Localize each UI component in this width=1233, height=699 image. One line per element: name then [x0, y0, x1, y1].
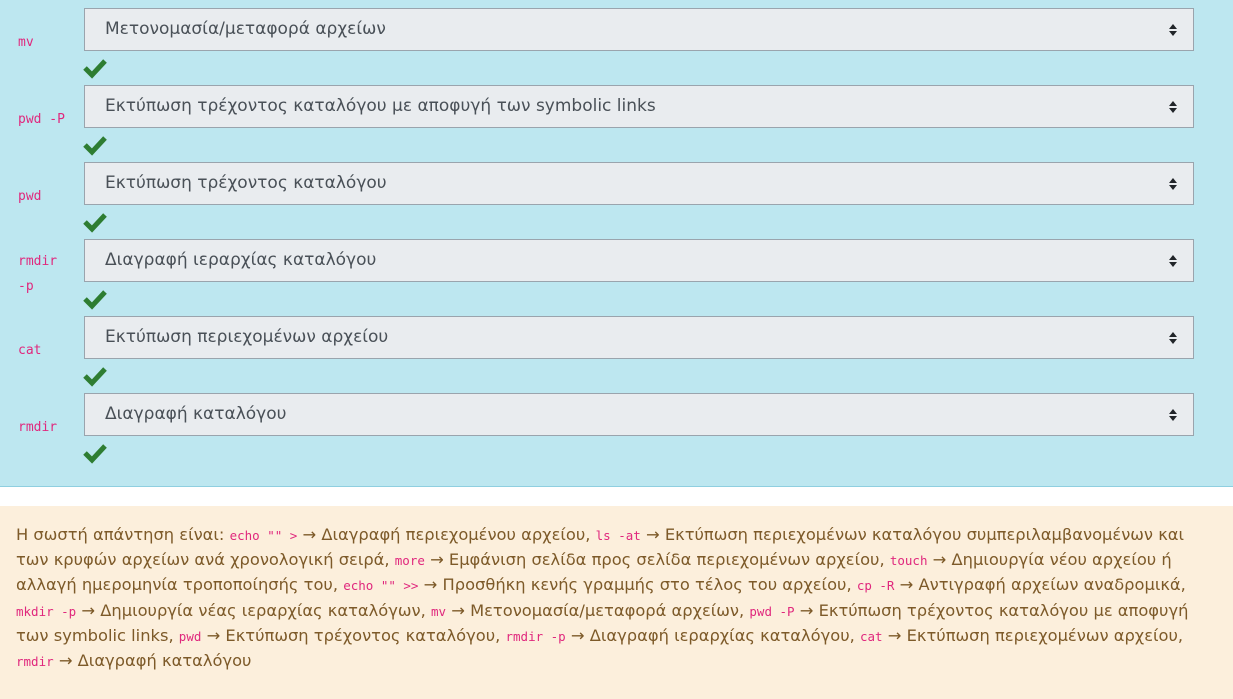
- arrow-icon: →: [430, 550, 444, 570]
- feedback-meaning: Εκτύπωση περιεχομένων αρχείου: [906, 625, 1178, 645]
- check-icon: [83, 213, 107, 233]
- command-label: pwd -P: [18, 112, 65, 127]
- answer-row: pwd Εκτύπωση τρέχοντος καταλόγου: [0, 162, 1233, 239]
- command-label: rmdir: [18, 420, 58, 435]
- command-label: rmdir -p: [18, 254, 58, 294]
- sort-arrows-icon: [1169, 255, 1177, 267]
- arrow-icon: →: [206, 625, 221, 645]
- separator: ,: [585, 525, 596, 544]
- arrow-icon: →: [451, 600, 465, 620]
- arrow-icon: →: [899, 575, 914, 595]
- select-value: Διαγραφή ιεραρχίας καταλόγου: [105, 250, 377, 270]
- sort-arrows-icon: [1169, 409, 1177, 421]
- select-value: Εκτύπωση περιεχομένων αρχείου: [105, 327, 389, 347]
- feedback-command: ls -at: [595, 528, 641, 543]
- feedback-meaning: Εκτύπωση περιεχομένων καταλόγου συμπεριλ…: [16, 525, 1185, 570]
- feedback-meaning: Δημιουργία νέου αρχείου ή αλλαγή ημερομη…: [16, 550, 1172, 595]
- feedback-intro: Η σωστή απάντηση είναι:: [16, 525, 230, 544]
- question-panel: mv Μετονομασία/μεταφορά αρχείων pwd -P Ε…: [0, 0, 1233, 487]
- separator: ,: [420, 600, 431, 620]
- select-value: Μετονομασία/μεταφορά αρχείων: [105, 19, 386, 39]
- arrow-icon: →: [645, 525, 660, 544]
- answer-row: rmdir -p Διαγραφή ιεραρχίας καταλόγου: [0, 239, 1233, 316]
- feedback-meaning: Δημιουργία νέας ιεραρχίας καταλόγων: [100, 600, 421, 620]
- answer-row: pwd -P Εκτύπωση τρέχοντος καταλόγου με α…: [0, 85, 1233, 162]
- answer-select[interactable]: Εκτύπωση τρέχοντος καταλόγου: [84, 162, 1194, 205]
- answer-row: mv Μετονομασία/μεταφορά αρχείων: [0, 8, 1233, 85]
- arrow-icon: →: [302, 525, 317, 544]
- arrow-icon: →: [570, 625, 585, 645]
- command-label: mv: [18, 35, 34, 50]
- answer-row: rmdir Διαγραφή καταλόγου: [0, 393, 1233, 470]
- feedback-command: echo "" >: [229, 528, 298, 543]
- feedback-meaning: Εμφάνιση σελίδα προς σελίδα περιεχομένων…: [448, 550, 880, 570]
- feedback-command: echo "" >>: [343, 578, 419, 594]
- arrow-icon: →: [58, 651, 73, 671]
- feedback-command: pwd -P: [749, 603, 795, 619]
- arrow-icon: →: [423, 575, 438, 595]
- arrow-icon: →: [799, 600, 814, 620]
- separator: ,: [846, 575, 857, 595]
- feedback-command: pwd: [178, 628, 202, 644]
- answer-select[interactable]: Εκτύπωση περιεχομένων αρχείου: [84, 316, 1194, 359]
- select-value: Εκτύπωση τρέχοντος καταλόγου: [105, 173, 387, 193]
- check-icon: [83, 290, 107, 310]
- separator: ,: [1180, 575, 1186, 595]
- feedback-command: mkdir -p: [16, 603, 77, 619]
- answer-select[interactable]: Μετονομασία/μεταφορά αρχείων: [84, 8, 1194, 51]
- command-label: pwd: [18, 189, 42, 204]
- answer-select[interactable]: Διαγραφή ιεραρχίας καταλόγου: [84, 239, 1194, 282]
- feedback-command: rmdir -p: [505, 628, 566, 644]
- sort-arrows-icon: [1169, 178, 1177, 190]
- select-value: Διαγραφή καταλόγου: [105, 404, 287, 424]
- answer-row: cat Εκτύπωση περιεχομένων αρχείου: [0, 316, 1233, 393]
- feedback-meaning: Μετονομασία/μεταφορά αρχείων: [470, 600, 740, 620]
- arrow-icon: →: [932, 550, 947, 570]
- separator: ,: [384, 550, 395, 570]
- feedback-meaning: Αντιγραφή αρχείων αναδρομικά: [918, 575, 1181, 595]
- separator: ,: [879, 550, 890, 570]
- check-icon: [83, 444, 107, 464]
- separator: ,: [739, 600, 750, 620]
- separator: ,: [495, 625, 506, 645]
- feedback-command: mv: [430, 603, 447, 619]
- feedback-meaning: Διαγραφή ιεραρχίας καταλόγου: [589, 625, 850, 645]
- separator: ,: [332, 575, 344, 595]
- check-icon: [83, 59, 107, 79]
- feedback-command: cat: [860, 628, 883, 644]
- separator: ,: [168, 625, 179, 645]
- feedback-meaning: Εκτύπωση τρέχοντος καταλόγου: [225, 625, 496, 645]
- command-label: cat: [18, 343, 42, 358]
- arrow-icon: →: [81, 600, 96, 620]
- sort-arrows-icon: [1169, 24, 1177, 36]
- feedback-command: rmdir: [16, 654, 54, 670]
- feedback-meaning: Προσθήκη κενής γραμμής στο τέλος του αρχ…: [442, 575, 847, 595]
- feedback-meaning: Εκτύπωση τρέχοντος καταλόγου με αποφυγή …: [16, 600, 1189, 645]
- feedback-command: more: [394, 553, 425, 569]
- sort-arrows-icon: [1169, 332, 1177, 344]
- feedback-command: cp -R: [856, 578, 895, 594]
- correct-answer-feedback: Η σωστή απάντηση είναι: echo "" > → Διαγ…: [0, 506, 1233, 699]
- feedback-command: touch: [889, 553, 928, 569]
- separator: ,: [849, 625, 860, 645]
- feedback-meaning: Διαγραφή περιεχομένου αρχείου: [321, 525, 586, 544]
- sort-arrows-icon: [1169, 101, 1177, 113]
- answer-select[interactable]: Εκτύπωση τρέχοντος καταλόγου με αποφυγή …: [84, 85, 1194, 128]
- answer-select[interactable]: Διαγραφή καταλόγου: [84, 393, 1194, 436]
- arrow-icon: →: [887, 625, 902, 645]
- check-icon: [83, 136, 107, 156]
- separator: ,: [1177, 625, 1184, 645]
- select-value: Εκτύπωση τρέχοντος καταλόγου με αποφυγή …: [105, 96, 656, 116]
- check-icon: [83, 367, 107, 387]
- feedback-meaning: Διαγραφή καταλόγου: [77, 651, 252, 671]
